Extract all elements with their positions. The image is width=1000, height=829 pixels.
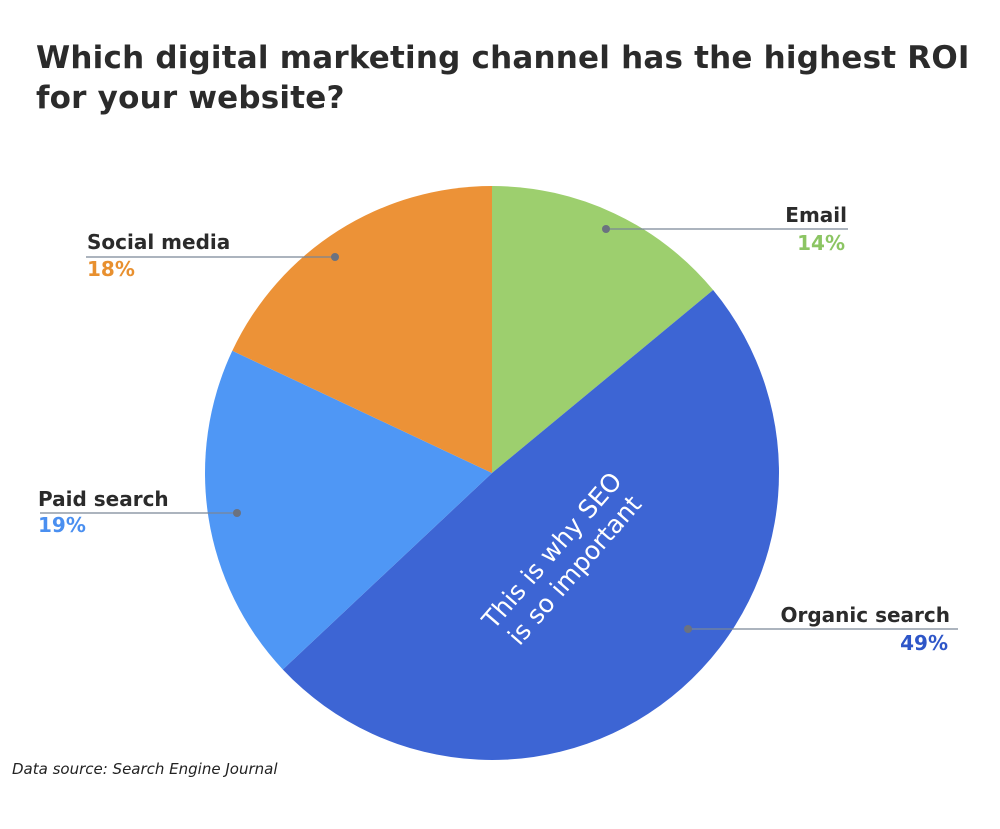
label-organic-search-value: 49%: [900, 631, 948, 655]
leader-dot-organic-search: [684, 625, 692, 633]
pie-slices: [205, 186, 780, 761]
leader-dot-email: [602, 225, 610, 233]
data-source-note: Data source: Search Engine Journal: [12, 760, 278, 778]
pie-slice-organic-search: [282, 290, 780, 761]
label-leaders: [40, 225, 958, 633]
label-social-media-value: 18%: [87, 257, 135, 281]
leader-dot-social-media: [331, 253, 339, 261]
label-email-value: 14%: [797, 231, 845, 255]
pie-slice-email: [492, 186, 714, 473]
label-paid-search-value: 19%: [38, 513, 86, 537]
leader-dot-paid-search: [233, 509, 241, 517]
pie-slice-paid-search: [205, 350, 492, 670]
chart-title-line-1: Which digital marketing channel has the …: [36, 40, 970, 76]
chart-title: Which digital marketing channel has the …: [36, 38, 976, 118]
pie-slice-social-media: [232, 186, 492, 473]
chart-title-line-2: for your website?: [36, 80, 345, 116]
label-organic-search-name: Organic search: [780, 603, 950, 627]
label-email-name: Email: [785, 203, 847, 227]
label-social-media-name: Social media: [87, 230, 230, 254]
label-paid-search-name: Paid search: [38, 487, 169, 511]
